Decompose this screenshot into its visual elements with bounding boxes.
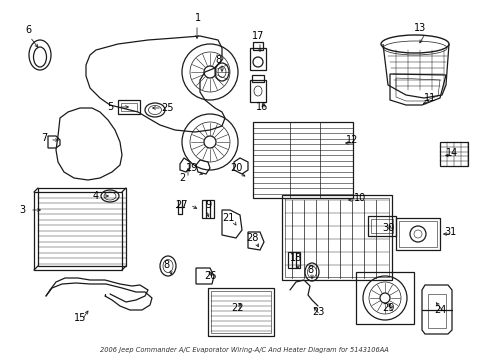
Text: 6: 6 <box>25 25 31 35</box>
Bar <box>249 48 265 70</box>
Bar <box>252 122 352 198</box>
Text: 27: 27 <box>175 200 188 210</box>
Text: 31: 31 <box>443 227 455 237</box>
Bar <box>355 272 413 324</box>
Text: 16: 16 <box>255 102 267 112</box>
Text: 11: 11 <box>423 93 435 103</box>
Bar <box>367 216 395 236</box>
Text: 15: 15 <box>74 313 86 323</box>
Text: 5: 5 <box>107 102 113 112</box>
Text: 25: 25 <box>162 103 174 113</box>
Text: 18: 18 <box>289 253 302 263</box>
Text: 29: 29 <box>381 303 393 313</box>
Text: 8: 8 <box>215 55 221 65</box>
Text: 8: 8 <box>163 260 169 270</box>
Bar <box>395 218 439 250</box>
Bar <box>282 195 391 280</box>
Text: 22: 22 <box>231 303 244 313</box>
Bar <box>251 75 264 82</box>
Bar <box>121 103 137 111</box>
Bar <box>207 288 273 336</box>
Text: 17: 17 <box>251 31 264 41</box>
Bar <box>398 221 436 247</box>
Bar <box>210 291 270 333</box>
Text: 2006 Jeep Commander A/C Evaporator Wiring-A/C And Heater Diagram for 5143106AA: 2006 Jeep Commander A/C Evaporator Wirin… <box>100 347 388 353</box>
Text: 26: 26 <box>203 271 216 281</box>
Bar <box>370 219 392 233</box>
Bar <box>427 294 445 328</box>
Text: 10: 10 <box>353 193 366 203</box>
Text: 9: 9 <box>204 200 211 210</box>
Text: 14: 14 <box>445 148 457 158</box>
Text: 20: 20 <box>229 163 242 173</box>
Text: 3: 3 <box>19 205 25 215</box>
Text: 19: 19 <box>185 163 198 173</box>
Text: 7: 7 <box>41 133 47 143</box>
Bar <box>252 42 263 50</box>
Bar <box>285 198 388 277</box>
Text: 4: 4 <box>93 191 99 201</box>
Text: 2: 2 <box>179 173 185 183</box>
Text: 13: 13 <box>413 23 425 33</box>
Bar <box>118 100 140 114</box>
Text: 12: 12 <box>345 135 357 145</box>
Text: 8: 8 <box>306 265 312 275</box>
Text: 24: 24 <box>433 305 445 315</box>
Bar <box>38 188 126 266</box>
Text: 30: 30 <box>381 223 393 233</box>
Text: 23: 23 <box>311 307 324 317</box>
Text: 28: 28 <box>245 233 258 243</box>
Bar <box>34 192 122 270</box>
Text: 1: 1 <box>195 13 201 23</box>
Bar <box>249 80 265 102</box>
Text: 21: 21 <box>222 213 234 223</box>
